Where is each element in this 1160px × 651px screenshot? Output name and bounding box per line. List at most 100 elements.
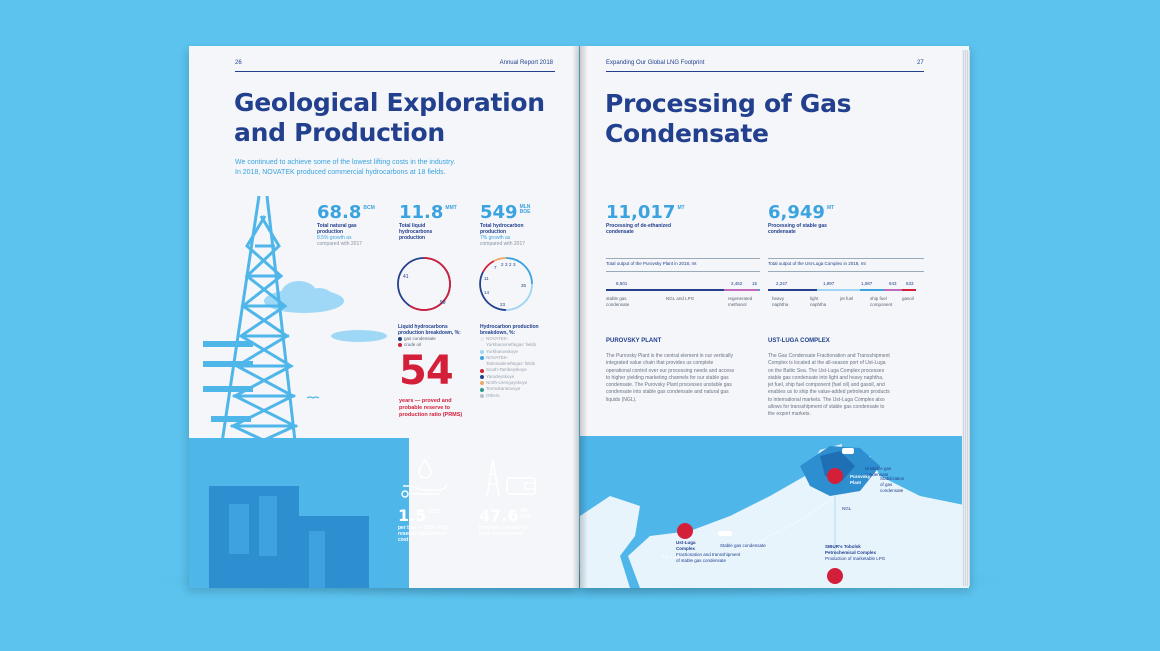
purovsky-label-3a: regenerated (728, 296, 753, 301)
purovsky-body: The Purovsky Plant is the central elemen… (606, 353, 766, 404)
hc-label-1: 2 (501, 262, 504, 267)
reserve-ratio-value: 54 (399, 348, 454, 394)
stat-gas-note2: compared with 2017 (317, 241, 363, 247)
stat-hc-note2: compared with 2017 (480, 241, 526, 247)
ustluga-heading: UST-LUGA COMPLEX (768, 338, 830, 344)
purovsky-map-marker (827, 468, 843, 484)
purovsky-label-3: regenerated methanol (728, 296, 752, 308)
map-sibur-1: SIBUR’s Tobolsk (825, 544, 861, 549)
bar-segment (606, 289, 724, 291)
stat-liquids-unit: MMT (445, 205, 457, 211)
legend-item: Yurkharovneftegas’ fields (480, 342, 539, 348)
right-title: Processing of Gas Condensate (605, 89, 852, 149)
book-gutter (572, 46, 588, 588)
page-number-right: 27 (917, 60, 924, 66)
lead-line2: In 2018, NOVATEK produced commercial hyd… (235, 169, 446, 176)
cost-line1: per boe — 2014–2018 (398, 525, 449, 531)
ustluga-label-2a: light (810, 296, 819, 301)
stat-stable-label1: Processing of stable gas (768, 223, 827, 229)
stat-gas-label2: production (317, 229, 344, 235)
purovsky-line: liquids (NGL). (606, 396, 637, 403)
ustluga-line: enables us to ship the value-added petro… (768, 389, 890, 396)
map-stab-3: condensate (880, 488, 904, 493)
stat-gas-label1: Total natural gas (317, 223, 357, 229)
investment-stat: 47.6 RR BLN Invested in resource base de… (479, 506, 531, 537)
hydrocarbon-donut: 2 7 3 2 3 11 35 14 23 (479, 257, 533, 311)
ustluga-line: The Gas Condensate Fractionation and Tra… (768, 353, 890, 359)
running-header-right: Expanding Our Global LNG Footprint (606, 60, 705, 66)
ustluga-line: Complex is located at the all-season por… (768, 360, 886, 367)
purovsky-line: integrated value chain that provides us … (606, 360, 714, 367)
page-number-left: 26 (235, 60, 242, 66)
legend-label: South-Tambeyskoye (486, 367, 527, 373)
header-rule-left (235, 71, 555, 72)
purovsky-heading: PUROVSKY PLANT (606, 338, 662, 344)
stat-gas-unit: BCM (363, 205, 375, 211)
legend-dot (480, 387, 484, 392)
hand-drop-icon (401, 458, 448, 498)
liquids-legend-title2: production breakdown, %: (398, 330, 461, 336)
bar-segment (768, 289, 817, 291)
stat-liquids: 11.8 MMT Total liquid hydrocarbons produ… (399, 202, 457, 241)
liquids-donut: 41 59 (397, 257, 451, 311)
right-page: Expanding Our Global LNG Footprint 27 Pr… (580, 46, 969, 588)
legend-dot (480, 381, 484, 386)
right-title-line2: Condensate (605, 119, 769, 148)
investment-unit2: BLN (520, 514, 531, 520)
map-unstable-2: condensate (865, 472, 889, 477)
map-stab-1: Stabilization (880, 476, 905, 481)
left-lead: We continued to achieve some of the lowe… (235, 158, 455, 178)
stat-hc-unit1: MLN (519, 204, 531, 210)
stat-stable-label2: condensate (768, 229, 796, 235)
reserve-ratio-label: years — proved and probable reserve to p… (399, 398, 462, 419)
legend-item: South-Tambeyskoye (480, 367, 539, 373)
stat-deethanized: 11,017 MT Processing of de-ethanized con… (606, 202, 685, 235)
map-label-sibur: SIBUR’s Tobolsk Petrochemical Complex Prod… (825, 544, 885, 562)
running-header-left: Annual Report 2018 (499, 60, 553, 66)
stat-deethanized-label1: Processing of de-ethanized (606, 223, 672, 229)
purovsky-line: to higher yielding marketing channels fo… (606, 374, 729, 381)
map-sibur-2: Petrochemical Complex (825, 550, 877, 555)
stat-hc-label2: production (480, 229, 507, 235)
ustluga-value-2: 1,997 (823, 281, 835, 286)
pipeline-icon (842, 448, 854, 454)
legend-dot (480, 368, 484, 373)
purovsky-line: condensate. The Purovsky Plant processes… (606, 382, 732, 389)
legend-item: Others (480, 393, 539, 399)
ustluga-line: jet fuel, ship fuel component (fuel oil)… (768, 382, 885, 389)
cost-unit: USD (428, 509, 439, 515)
bar-segment (723, 289, 758, 291)
legend-item: gas condensate (398, 336, 461, 342)
ustluga-value-3: 1,087 (861, 281, 873, 286)
legend-item: Yurkharovskoye (480, 349, 539, 355)
left-title-line2: and Production (234, 118, 445, 147)
legend-item: NOVATEK- (480, 336, 539, 342)
legend-dot (480, 393, 484, 398)
map-ustluga-1: Ust-Luga (676, 540, 696, 545)
stat-hydrocarbons: 549 MLN BOE Total hydrocarbon production… (480, 202, 530, 247)
liquids-label-a: 41 (403, 274, 409, 280)
stat-deethanized-unit: MT (677, 205, 685, 211)
purovsky-bar (606, 289, 760, 291)
legend-item: crude oil (398, 342, 461, 348)
ustluga-bar (768, 289, 916, 291)
purovsky-label-2: NGL and LPG (666, 296, 695, 301)
legend-label: crude oil (404, 342, 422, 348)
left-title-line1: Geological Exploration (234, 88, 545, 117)
cost-value: 1.5 (398, 506, 427, 525)
tanker-icon (718, 531, 732, 536)
map-label-stable-gas: Stable gas condensate (720, 543, 766, 548)
liquids-legend: Liquid hydrocarbons production breakdown… (398, 324, 461, 349)
ustluga-label-4a: ship fuel (870, 296, 887, 301)
ustluga-label-3: jet fuel (840, 296, 854, 301)
hc-arc-5 (493, 257, 507, 262)
stat-hc-unit2: BOE (519, 209, 531, 215)
reserve-ratio-line3: production ratio (PRMS) (399, 412, 463, 418)
stat-stable: 6,949 MT Processing of stable gas conden… (768, 202, 834, 235)
hydrocarbon-legend: Hydrocarbon production breakdown, %: NOV… (480, 324, 539, 399)
purovsky-label-1b: condensate (606, 302, 630, 307)
legend-dot (398, 337, 402, 342)
hc-arc-3 (479, 271, 507, 311)
page-edges (962, 50, 970, 586)
legend-item: NOVATEK- (480, 355, 539, 361)
